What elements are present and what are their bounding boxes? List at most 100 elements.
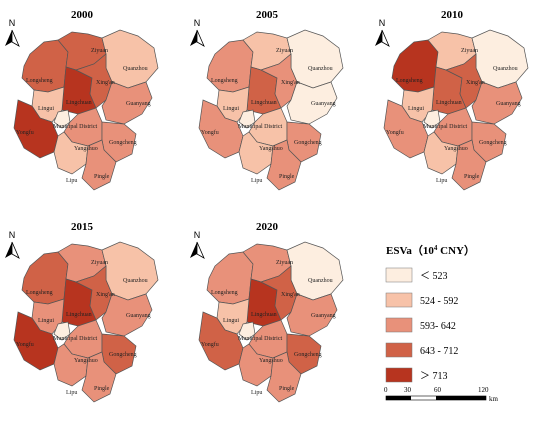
- county-municipal-district: [423, 109, 441, 129]
- county-label: Guanyang: [126, 313, 151, 319]
- county-label: Municipal District: [53, 336, 97, 342]
- north-arrow-icon: N: [375, 18, 390, 47]
- county-label: Pingle: [279, 386, 295, 392]
- county-guanyang: [286, 293, 338, 337]
- county-label: Quanzhou: [308, 278, 333, 284]
- county-label: Municipal District: [238, 124, 282, 130]
- county-longsheng: [206, 251, 254, 305]
- county-label: Lingui: [223, 318, 239, 324]
- map-panels: 2000 N Longsheng Ziyuan Quanzhou Lingchuan Xin…: [5, 9, 529, 403]
- county-label: Lingui: [38, 106, 54, 112]
- legend-swatch: [385, 342, 413, 358]
- county-longsheng: [206, 39, 254, 93]
- county-label: Yongfu: [201, 129, 219, 136]
- county-label: Lipu: [66, 178, 77, 184]
- scale-tick-label-2: 60: [434, 386, 442, 394]
- map-panel-2015: 2015 N Longsheng Ziyuan Quanzhou Lingchuan Xin…: [5, 221, 159, 403]
- county-label: Xing'an: [281, 80, 300, 86]
- county-label: Longsheng: [26, 78, 53, 84]
- county-label: Yongfu: [201, 341, 219, 348]
- county-label: Yangshuo: [444, 146, 468, 152]
- county-municipal-district: [53, 109, 71, 129]
- county-label: Guanyang: [311, 101, 336, 107]
- county-label: Pingle: [94, 386, 110, 392]
- county-label: Ziyuan: [91, 48, 108, 54]
- county-label: Lingui: [223, 106, 239, 112]
- county-label: Longsheng: [211, 78, 238, 84]
- county-label: Yongfu: [16, 129, 34, 136]
- county-map: Longsheng Ziyuan Quanzhou Lingchuan Xing'an L…: [13, 29, 159, 191]
- county-label: Lingui: [38, 318, 54, 324]
- county-label: Lingchuan: [436, 100, 462, 106]
- county-label: Yongfu: [16, 341, 34, 348]
- county-label: Xing'an: [281, 292, 300, 298]
- county-map: Longsheng Ziyuan Quanzhou Lingchuan Xing'an L…: [383, 29, 529, 191]
- legend-label: 524 - 592: [420, 296, 458, 307]
- county-label: Ziyuan: [91, 260, 108, 266]
- county-label: Lipu: [436, 178, 447, 184]
- panel-year-label: 2010: [441, 9, 464, 21]
- panel-year-label: 2000: [71, 9, 94, 21]
- north-arrow-icon: N: [190, 18, 205, 47]
- panel-year-label: 2005: [256, 9, 279, 21]
- county-label: Guanyang: [311, 313, 336, 319]
- county-label: Municipal District: [423, 124, 467, 130]
- county-map: Longsheng Ziyuan Quanzhou Lingchuan Xing'an L…: [13, 241, 159, 403]
- scale-bar-segment-1: [386, 396, 411, 400]
- legend: ESVa（104 CNY） ＜ 523 524 - 592 593- 642 643 …: [385, 244, 475, 383]
- county-guanyang: [101, 81, 153, 125]
- county-label: Lipu: [251, 390, 262, 396]
- legend-swatch: [385, 292, 413, 308]
- county-label: Lingchuan: [251, 312, 277, 318]
- legend-title-main: ESVa（10: [386, 244, 434, 257]
- county-label: Yangshuo: [74, 358, 98, 364]
- legend-items: ＜ 523 524 - 592 593- 642 643 - 712 ＞ 713: [385, 267, 458, 383]
- county-guanyang: [101, 293, 153, 337]
- county-label: Ziyuan: [276, 260, 293, 266]
- county-label: Lingchuan: [251, 100, 277, 106]
- county-label: Yangshuo: [259, 358, 283, 364]
- svg-text:N: N: [9, 18, 16, 28]
- svg-text:N: N: [194, 230, 201, 240]
- legend-title-unit: CNY）: [437, 244, 475, 257]
- scale-tick-label-1: 30: [404, 386, 412, 394]
- county-guanyang: [471, 81, 523, 125]
- county-label: Xing'an: [96, 292, 115, 298]
- north-arrow-icon: N: [5, 230, 20, 259]
- svg-text:N: N: [194, 18, 201, 28]
- county-map: Longsheng Ziyuan Quanzhou Lingchuan Xing'an L…: [198, 241, 344, 403]
- county-label: Longsheng: [211, 290, 238, 296]
- county-longsheng: [21, 39, 69, 93]
- legend-title: ESVa（104 CNY）: [386, 244, 475, 257]
- county-label: Guanyang: [496, 101, 521, 107]
- county-municipal-district: [238, 321, 256, 341]
- county-pingle: [81, 139, 117, 191]
- scale-tick-label-0: 0: [384, 386, 388, 394]
- county-pingle: [266, 139, 302, 191]
- county-label: Longsheng: [396, 78, 423, 84]
- panel-year-label: 2015: [71, 221, 94, 233]
- county-label: Lingui: [408, 106, 424, 112]
- svg-text:N: N: [9, 230, 16, 240]
- county-label: Gongcheng: [479, 140, 507, 146]
- county-label: Guanyang: [126, 101, 151, 107]
- county-label: Lingchuan: [66, 312, 92, 318]
- scale-tick-label-3: 120: [478, 386, 489, 394]
- map-panel-2020: 2020 N Longsheng Ziyuan Quanzhou Lingchuan Xin…: [190, 221, 344, 403]
- county-pingle: [451, 139, 487, 191]
- county-label: Yongfu: [386, 129, 404, 136]
- county-label: Lipu: [66, 390, 77, 396]
- county-label: Yangshuo: [74, 146, 98, 152]
- county-label: Gongcheng: [294, 352, 322, 358]
- county-label: Quanzhou: [308, 66, 333, 72]
- county-label: Quanzhou: [493, 66, 518, 72]
- county-label: Quanzhou: [123, 278, 148, 284]
- legend-title-sup: 4: [434, 244, 438, 252]
- legend-label: ＜ 523: [420, 271, 448, 282]
- county-pingle: [81, 351, 117, 403]
- county-longsheng: [391, 39, 439, 93]
- county-label: Xing'an: [96, 80, 115, 86]
- legend-swatch: [385, 267, 413, 283]
- county-label: Pingle: [464, 174, 480, 180]
